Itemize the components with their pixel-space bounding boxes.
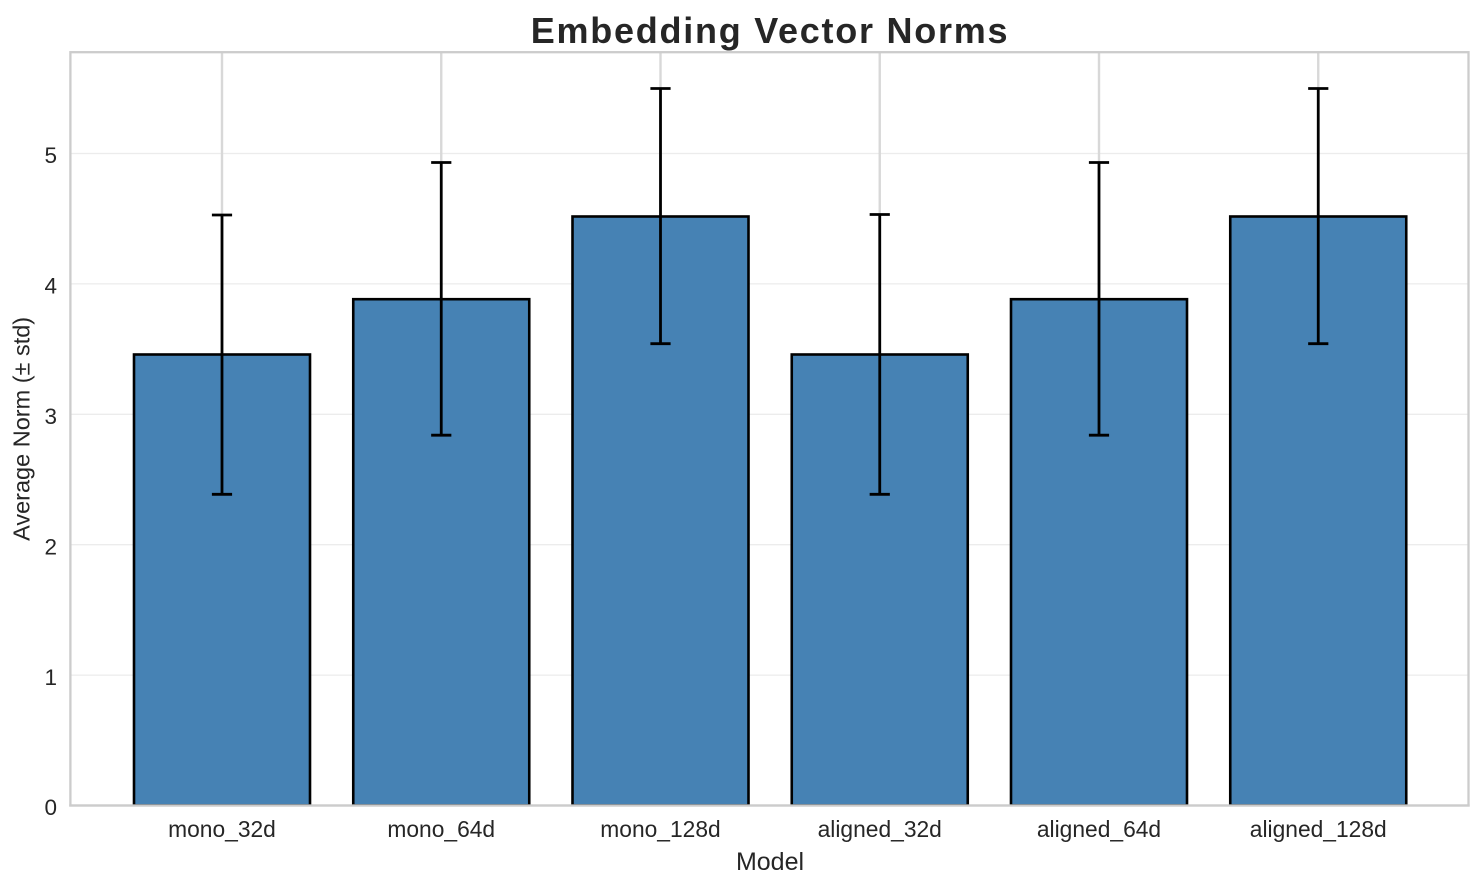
svg-text:1: 1 <box>44 665 57 690</box>
svg-text:5: 5 <box>44 143 57 168</box>
svg-text:Average Norm (± std): Average Norm (± std) <box>9 317 35 541</box>
svg-text:aligned_64d: aligned_64d <box>1037 816 1161 842</box>
svg-text:aligned_128d: aligned_128d <box>1250 816 1387 842</box>
svg-text:4: 4 <box>44 274 57 299</box>
svg-text:2: 2 <box>44 534 57 559</box>
svg-text:aligned_32d: aligned_32d <box>818 816 942 842</box>
svg-text:3: 3 <box>44 404 57 429</box>
svg-text:mono_128d: mono_128d <box>600 816 720 842</box>
svg-text:Model: Model <box>736 848 804 876</box>
svg-text:mono_32d: mono_32d <box>168 816 276 842</box>
svg-text:0: 0 <box>44 795 57 820</box>
svg-text:Embedding Vector Norms: Embedding Vector Norms <box>531 10 1010 51</box>
svg-text:mono_64d: mono_64d <box>387 816 495 842</box>
